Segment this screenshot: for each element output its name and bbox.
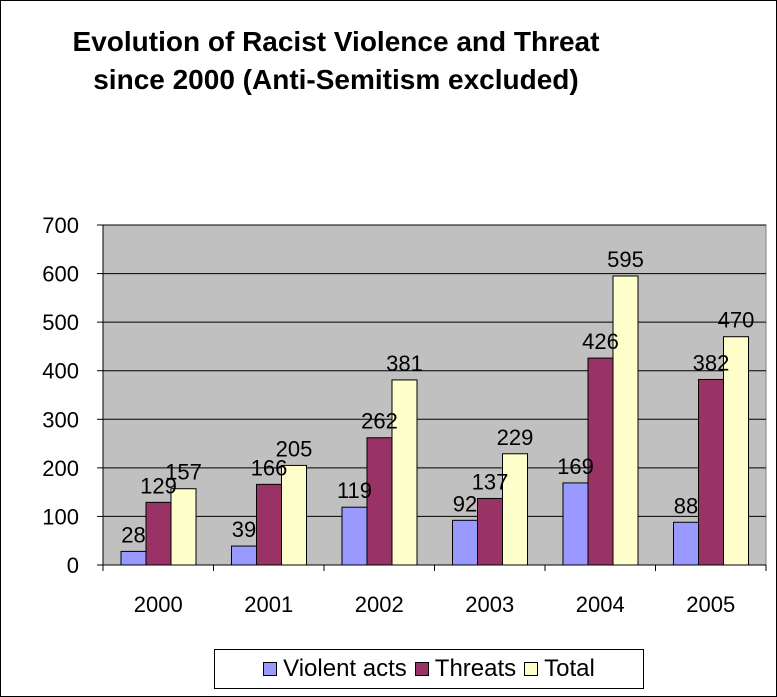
legend-item-threats: Threats: [414, 655, 517, 683]
data-label: 119: [337, 478, 372, 503]
bar-violent-acts: [341, 506, 368, 566]
data-label: 169: [557, 454, 594, 479]
data-label: 382: [693, 350, 730, 375]
x-tick-label: 2004: [576, 592, 625, 617]
data-label: 88: [674, 493, 698, 518]
bar-total: [612, 275, 639, 566]
legend-item-violent-acts: Violent acts: [263, 655, 407, 683]
bar-violent-acts: [562, 482, 589, 566]
y-tick-label: 400: [42, 359, 79, 384]
bar-violent-acts: [120, 550, 147, 566]
bar-total: [170, 488, 197, 566]
data-label: 262: [361, 409, 398, 434]
bar-threats: [256, 483, 282, 566]
y-tick-label: 0: [67, 553, 79, 578]
data-label: 205: [276, 436, 313, 461]
legend-swatch-threats: [414, 662, 429, 676]
bar-total: [723, 336, 749, 566]
data-label: 137: [472, 469, 509, 494]
y-tick-label: 200: [42, 456, 79, 481]
plot-area: [102, 224, 767, 566]
data-label: 381: [386, 351, 423, 376]
x-tick-label: 2003: [465, 592, 514, 617]
legend-swatch-total: [524, 662, 539, 676]
y-axis-ticks: 0 100 200 300 400 500 600 700: [42, 213, 103, 578]
data-label: 595: [607, 247, 644, 272]
bar-total: [502, 453, 528, 566]
bar-violent-acts: [673, 521, 699, 566]
legend-label-total: Total: [544, 655, 595, 682]
bar-violent-acts: [452, 519, 478, 566]
legend-label-violent-acts: Violent acts: [283, 655, 407, 682]
data-label: 470: [718, 308, 755, 333]
bar-total: [281, 464, 307, 566]
x-tick-label: 2001: [244, 592, 293, 617]
legend-item-total: Total: [524, 655, 595, 683]
bar-threats: [477, 497, 503, 566]
x-tick-label: 2002: [355, 592, 404, 617]
data-label: 426: [582, 329, 619, 354]
data-label: 166: [251, 455, 288, 480]
bar-threats: [145, 501, 172, 566]
chart-title: Evolution of Racist Violence and Threat …: [72, 26, 600, 95]
bar-violent-acts: [231, 545, 257, 566]
y-tick-label: 100: [42, 504, 79, 529]
y-tick-label: 600: [42, 262, 79, 287]
data-label: 157: [165, 460, 202, 485]
bars: [120, 275, 749, 566]
bar-threats: [698, 378, 724, 566]
x-axis-ticks: 2000 2001 2002 2003 2004 2005: [102, 565, 767, 617]
y-tick-label: 300: [42, 407, 79, 432]
legend-label-threats: Threats: [434, 655, 517, 682]
data-label: 92: [453, 491, 477, 516]
x-tick-label: 2005: [686, 592, 735, 617]
data-label: 129: [140, 473, 177, 498]
legend-swatch-violent-acts: [263, 662, 278, 676]
x-tick-label: 2000: [134, 592, 183, 617]
bar-total: [391, 379, 418, 566]
legend: Violent acts Threats Total: [214, 649, 644, 689]
data-label: 39: [232, 517, 256, 542]
data-label: 229: [497, 425, 534, 450]
y-tick-label: 500: [42, 310, 79, 335]
data-label: 28: [121, 522, 145, 547]
y-tick-label: 700: [42, 213, 79, 238]
gridlines: [103, 224, 766, 517]
